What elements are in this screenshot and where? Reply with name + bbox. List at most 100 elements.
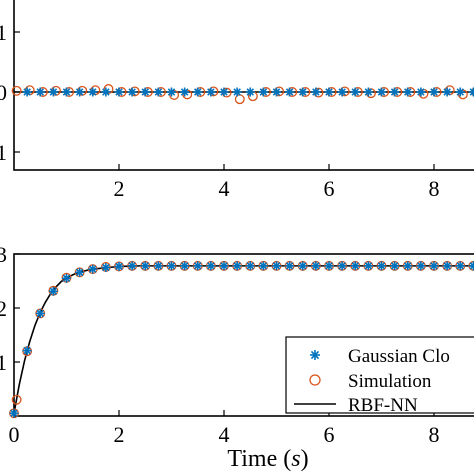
x-tick-label: 2: [114, 422, 125, 447]
gaussian-point: [311, 261, 321, 271]
y-tick-label: 2: [0, 296, 7, 321]
gaussian-point: [48, 286, 58, 296]
gaussian-point: [75, 267, 85, 277]
gaussian-point: [167, 87, 176, 97]
gaussian-point: [88, 264, 98, 274]
gaussian-point: [442, 87, 452, 97]
gaussian-point: [285, 261, 295, 271]
gaussian-point: [140, 87, 150, 97]
gaussian-point: [180, 87, 190, 97]
top-x-ticks: 2 4 6 8: [114, 164, 440, 201]
gaussian-point: [350, 87, 360, 97]
x-tick-label: 2: [114, 176, 125, 201]
bottom-axes-box: [13, 253, 474, 417]
gaussian-point: [429, 261, 439, 271]
y-tick-label: 3: [0, 242, 7, 267]
gaussian-point: [337, 87, 347, 97]
gaussian-point: [180, 261, 190, 271]
legend-label-gaussian: Gaussian Clo: [348, 346, 450, 367]
gaussian-point: [377, 87, 386, 97]
gaussian-point: [62, 273, 71, 283]
gaussian-point: [232, 87, 242, 97]
top-subplot: 1 0 1 2 4 6 8: [0, 0, 474, 201]
legend: Gaussian Clo Simulation RBF-NN: [285, 336, 474, 416]
gaussian-point: [324, 87, 334, 97]
bottom-plot-area: [9, 260, 474, 419]
gaussian-point: [324, 261, 334, 271]
gaussian-point: [285, 87, 295, 97]
gaussian-point: [75, 87, 85, 97]
y-tick-label: 1: [0, 20, 7, 45]
gaussian-point: [140, 261, 150, 271]
gaussian-point: [258, 87, 268, 97]
y-tick-label: 1: [0, 350, 7, 375]
legend-label-rbf: RBF-NN: [348, 395, 418, 416]
gaussian-point: [101, 263, 111, 272]
gaussian-point: [127, 261, 137, 271]
gaussian-point: [390, 87, 400, 97]
gaussian-point: [350, 261, 360, 271]
gaussian-point: [245, 87, 255, 97]
gaussian-point: [377, 261, 386, 271]
x-axis-label: Time (s): [227, 446, 308, 472]
gaussian-point: [48, 87, 58, 97]
gaussian-point: [127, 87, 137, 97]
legend-gaussian-marker: [310, 350, 320, 360]
y-tick-label: 0: [0, 80, 7, 105]
x-tick-label: 4: [219, 422, 230, 447]
gaussian-point: [193, 87, 203, 97]
gaussian-point: [298, 261, 308, 271]
gaussian-point: [416, 261, 426, 271]
legend-asterisk: [310, 350, 320, 360]
gaussian-point: [219, 261, 229, 271]
gaussian-point: [153, 87, 163, 97]
bottom-subplot: 3 2 1 0 2 4 6 8 Gaussian Clo Simulation RBF-NN: [0, 242, 474, 447]
gaussian-point: [403, 87, 413, 97]
gaussian-point: [9, 408, 19, 418]
gaussian-point: [429, 87, 439, 97]
gaussian-point: [403, 261, 413, 271]
gaussian-point: [114, 261, 124, 271]
x-tick-label: 6: [324, 422, 335, 447]
gaussian-point: [337, 261, 347, 271]
gaussian-point: [167, 261, 176, 271]
gaussian-point: [390, 261, 400, 271]
gaussian-point: [232, 261, 242, 271]
gaussian-point: [468, 261, 474, 271]
gaussian-point: [455, 261, 465, 271]
gaussian-point: [363, 87, 373, 97]
simulation-point: [169, 90, 180, 100]
gaussian-point: [88, 87, 98, 97]
gaussian-point: [258, 261, 268, 271]
y-tick-label: 1: [0, 140, 7, 165]
gaussian-point: [455, 87, 465, 97]
x-tick-label: 8: [429, 422, 440, 447]
gaussian-point: [468, 87, 474, 97]
top-plot-area: [11, 84, 474, 105]
gaussian-point: [153, 261, 163, 271]
gaussian-point: [114, 87, 124, 97]
bottom-y-ticks: 3 2 1: [0, 242, 20, 375]
gaussian-point: [193, 261, 203, 271]
gaussian-point: [442, 261, 452, 271]
gaussian-point: [35, 87, 45, 97]
gaussian-point: [101, 87, 111, 97]
gaussian-point: [22, 346, 32, 356]
gaussian-point: [22, 87, 32, 97]
simulation-point: [103, 84, 114, 94]
simulation-point: [11, 85, 22, 96]
x-tick-label: 6: [324, 176, 335, 201]
gaussian-point: [298, 87, 308, 97]
gaussian-point: [245, 261, 255, 271]
gaussian-point: [416, 87, 426, 97]
x-tick-label: 4: [219, 176, 230, 201]
top-axes-box: [13, 0, 474, 171]
gaussian-point: [272, 87, 281, 97]
gaussian-point: [363, 261, 373, 271]
legend-simulation-marker: [309, 374, 321, 386]
x-tick-label: 0: [9, 422, 20, 447]
gaussian-point: [62, 87, 71, 97]
x-tick-label: 8: [429, 176, 440, 201]
simulation-point: [11, 394, 22, 405]
